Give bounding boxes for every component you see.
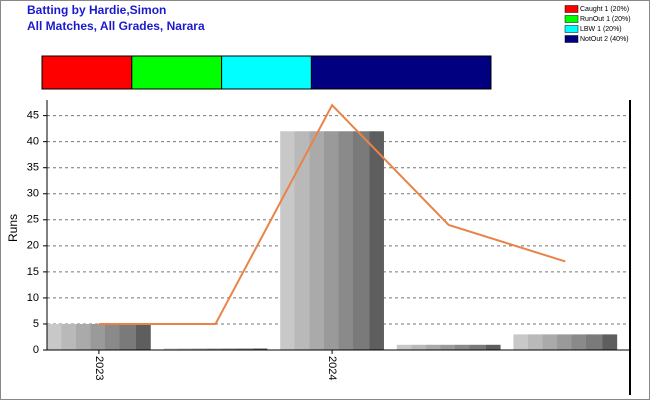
legend-label: NotOut 2 (40%) xyxy=(580,36,629,43)
legend-swatch xyxy=(564,35,579,43)
y-tick-label: 20 xyxy=(27,240,39,252)
y-tick-label: 35 xyxy=(27,162,39,174)
y-tick-label: 10 xyxy=(27,292,39,304)
bar xyxy=(396,344,501,350)
chart-title: Batting by Hardie,Simon xyxy=(27,3,166,17)
y-tick-label: 30 xyxy=(27,188,39,200)
composition-segment xyxy=(310,55,492,90)
composition-segment xyxy=(41,55,133,90)
y-tick-label: 25 xyxy=(27,214,39,226)
legend-label: Caught 1 (20%) xyxy=(580,6,629,13)
legend-label: LBW 1 (20%) xyxy=(580,26,622,33)
bar xyxy=(280,131,384,350)
bar xyxy=(47,323,151,350)
y-tick-label: 15 xyxy=(27,266,39,278)
x-tick-label: 2024 xyxy=(326,356,338,380)
line-series xyxy=(98,103,566,325)
bar xyxy=(513,334,618,350)
legend-swatch xyxy=(564,5,579,13)
composition-segment xyxy=(221,55,312,90)
legend-swatch xyxy=(564,15,579,23)
chart-subtitle: All Matches, All Grades, Narara xyxy=(27,19,205,33)
y-tick-label: 40 xyxy=(27,136,39,148)
bar xyxy=(163,348,268,350)
y-tick-label: 5 xyxy=(33,318,39,330)
legend-label: RunOut 1 (20%) xyxy=(580,16,631,23)
y-axis-label: Runs xyxy=(6,214,20,242)
y-tick-label: 0 xyxy=(33,344,39,356)
y-tick-label: 45 xyxy=(27,110,39,122)
composition-segment xyxy=(131,55,223,90)
x-tick-label: 2023 xyxy=(93,356,105,380)
legend-swatch xyxy=(564,25,579,33)
